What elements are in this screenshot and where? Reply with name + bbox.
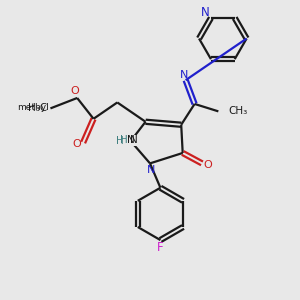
Text: O: O (73, 139, 82, 149)
Text: CH₃: CH₃ (229, 106, 248, 116)
Text: O: O (70, 86, 79, 96)
Text: N: N (147, 165, 156, 175)
Text: N: N (180, 70, 188, 80)
Text: N: N (130, 136, 138, 146)
Text: methyl: methyl (17, 103, 49, 112)
Text: O: O (203, 160, 212, 170)
Text: H: H (116, 136, 123, 146)
Text: H: H (120, 136, 128, 146)
Text: N: N (127, 136, 135, 146)
Text: N: N (201, 6, 210, 19)
Text: H₃C: H₃C (28, 103, 47, 113)
Text: F: F (157, 241, 164, 254)
